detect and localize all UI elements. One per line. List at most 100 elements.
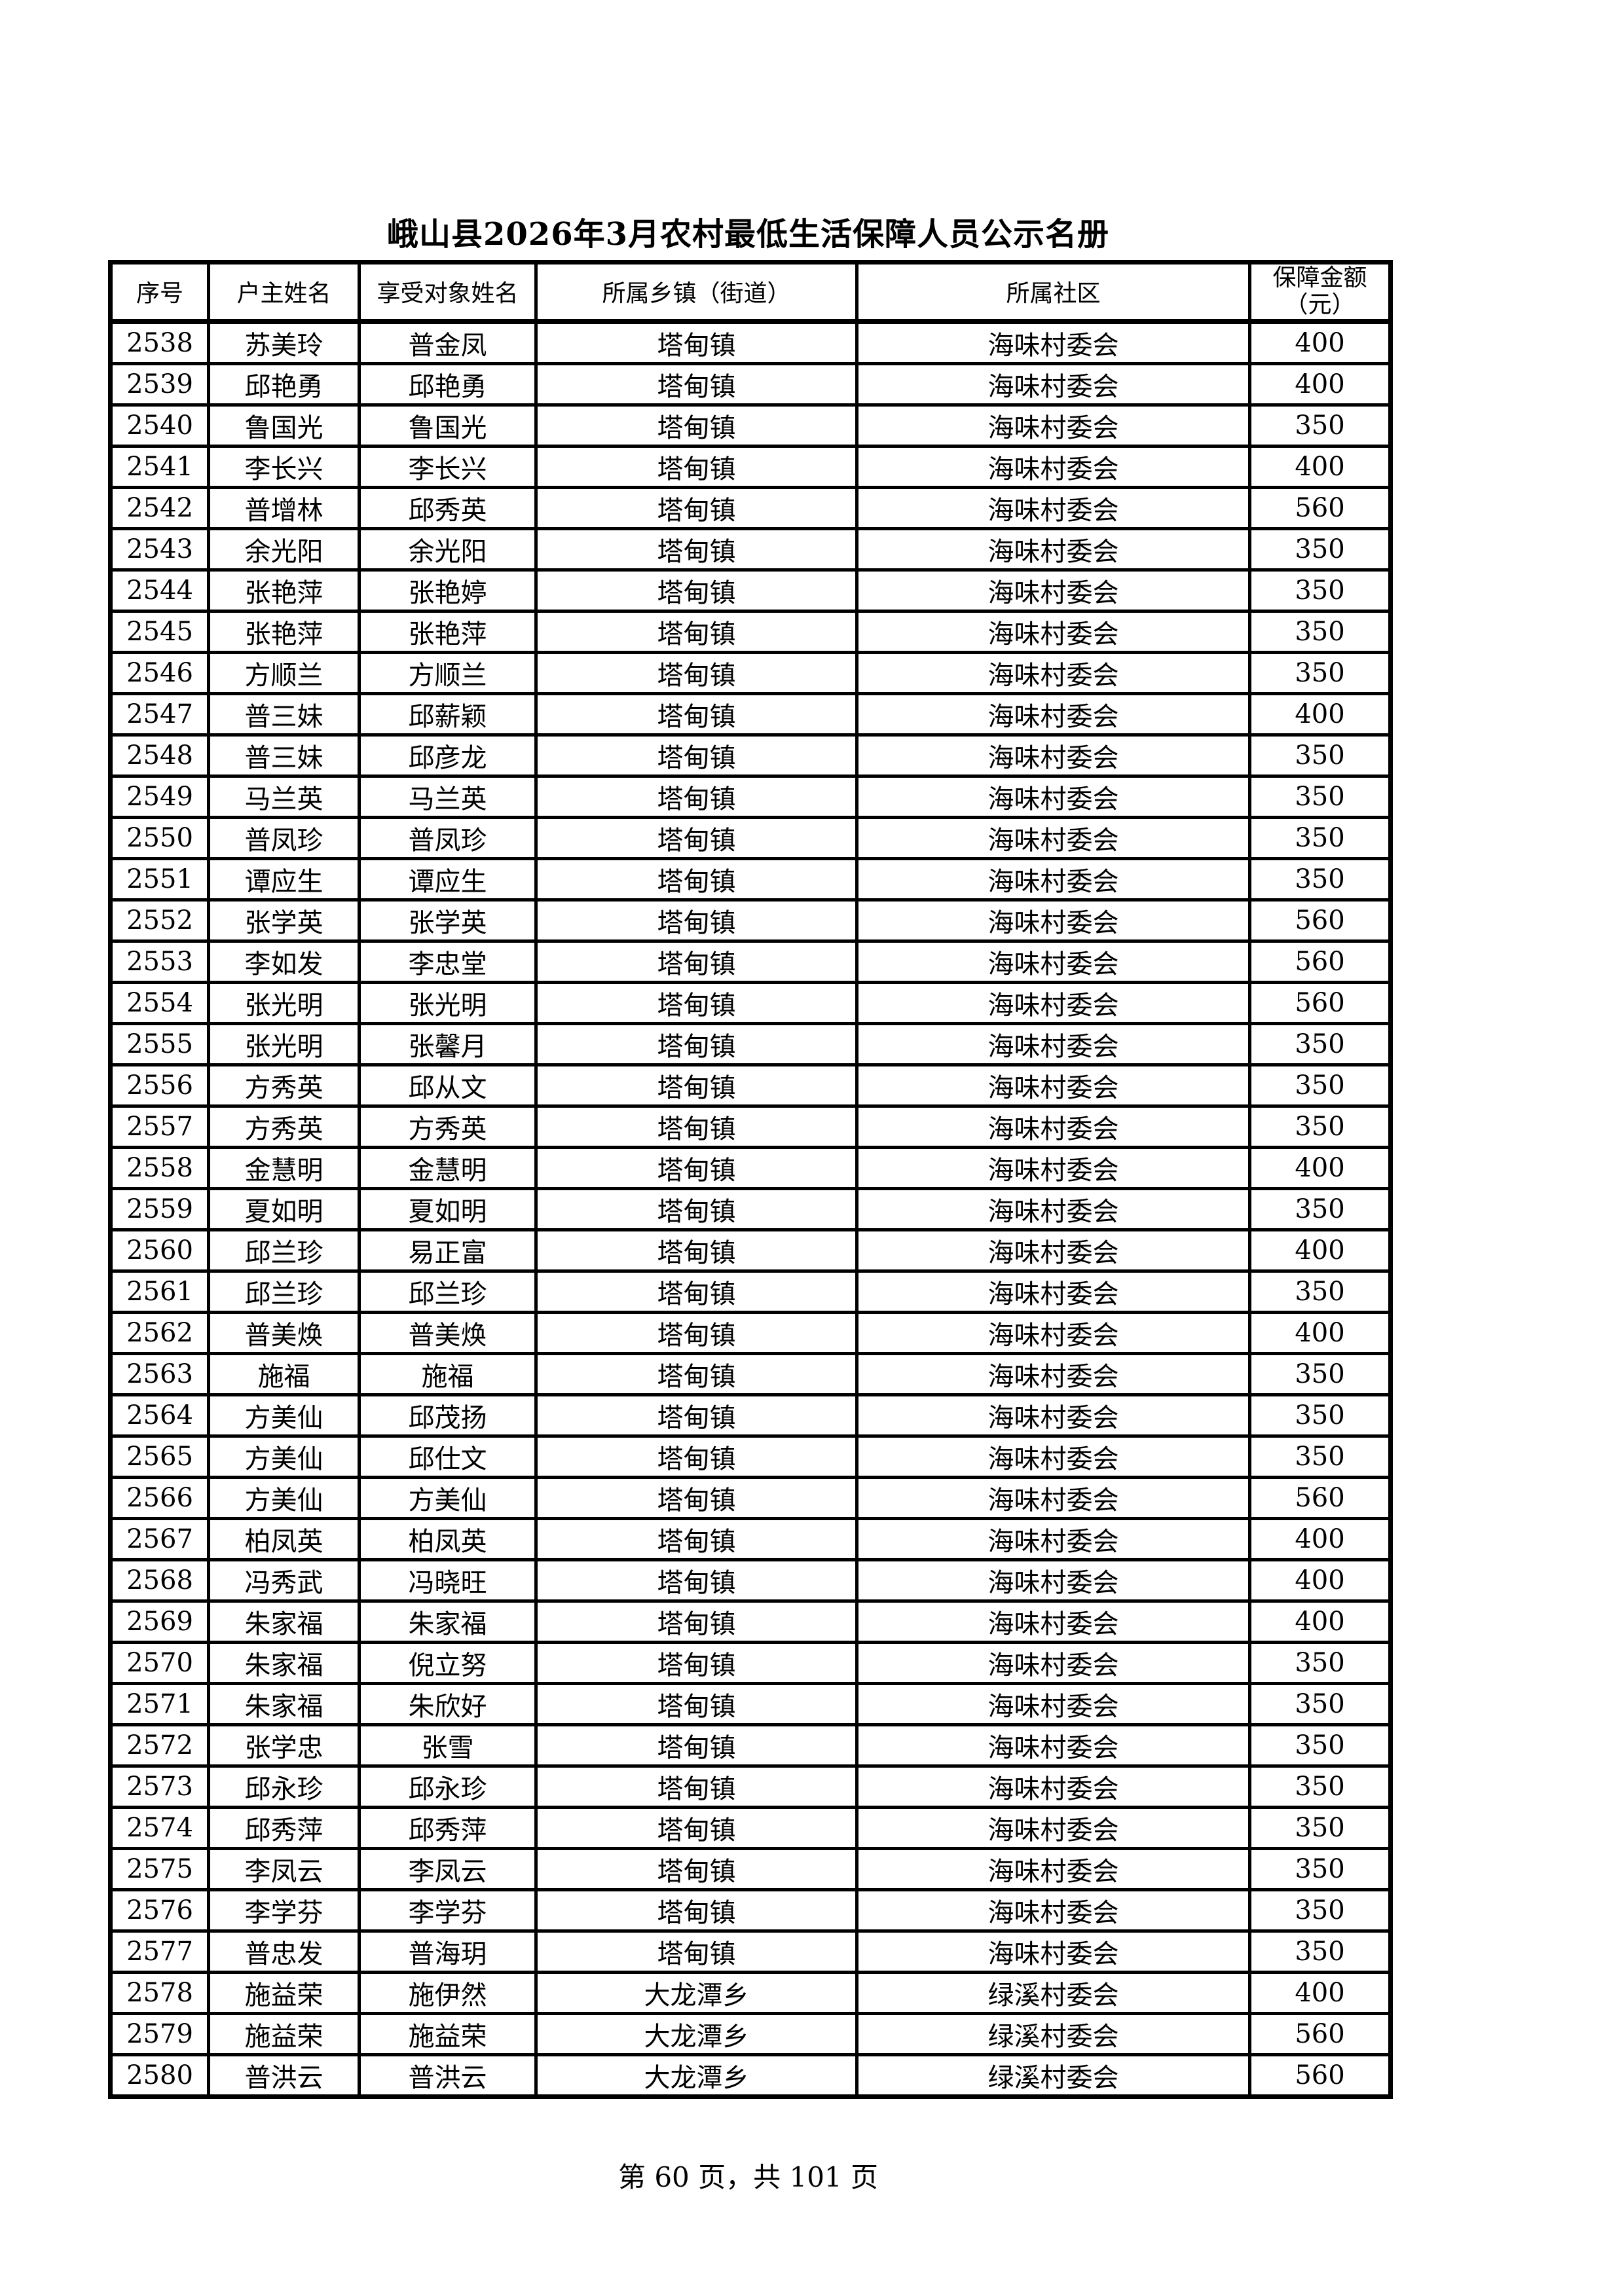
cell-community: 海味村委会	[855, 1929, 1251, 1974]
cell-amount: 350	[1248, 1393, 1392, 1438]
cell-beneficiary-name: 邱从文	[358, 1063, 538, 1108]
cell-community: 海味村委会	[855, 1846, 1251, 1891]
cell-township: 塔甸镇	[534, 1145, 858, 1190]
table-row: 2577 普忠发 普海玥 塔甸镇 海味村委会 350	[109, 1929, 1392, 1974]
table-row: 2539 邱艳勇 邱艳勇 塔甸镇 海味村委会 400	[109, 361, 1392, 407]
table-row: 2564 方美仙 邱茂扬 塔甸镇 海味村委会 350	[109, 1393, 1392, 1438]
table-row: 2550 普凤珍 普凤珍 塔甸镇 海味村委会 350	[109, 815, 1392, 860]
cell-beneficiary-name: 施福	[358, 1351, 538, 1396]
cell-community: 海味村委会	[855, 650, 1251, 695]
cell-serial: 2568	[109, 1558, 210, 1603]
cell-head-name: 方美仙	[207, 1434, 361, 1479]
cell-head-name: 张艳萍	[207, 568, 361, 613]
cell-community: 海味村委会	[855, 1351, 1251, 1396]
cell-amount: 400	[1248, 691, 1392, 737]
table-row: 2547 普三妹 邱薪颖 塔甸镇 海味村委会 400	[109, 691, 1392, 737]
cell-township: 塔甸镇	[534, 1310, 858, 1355]
cell-serial: 2566	[109, 1475, 210, 1520]
cell-head-name: 邱兰珍	[207, 1269, 361, 1314]
cell-head-name: 李学芬	[207, 1887, 361, 1933]
cell-township: 塔甸镇	[534, 939, 858, 984]
table-row: 2565 方美仙 邱仕文 塔甸镇 海味村委会 350	[109, 1434, 1392, 1479]
cell-head-name: 施福	[207, 1351, 361, 1396]
cell-community: 海味村委会	[855, 856, 1251, 902]
cell-community: 海味村委会	[855, 774, 1251, 819]
cell-township: 塔甸镇	[534, 898, 858, 943]
cell-community: 海味村委会	[855, 361, 1251, 407]
table-row: 2544 张艳萍 张艳婷 塔甸镇 海味村委会 350	[109, 568, 1392, 613]
cell-amount: 350	[1248, 609, 1392, 654]
cell-amount: 350	[1248, 1186, 1392, 1231]
cell-serial: 2547	[109, 691, 210, 737]
cell-community: 海味村委会	[855, 485, 1251, 530]
cell-community: 海味村委会	[855, 815, 1251, 860]
cell-amount: 400	[1248, 361, 1392, 407]
cell-head-name: 李长兴	[207, 444, 361, 489]
cell-serial: 2571	[109, 1681, 210, 1726]
table-row: 2541 李长兴 李长兴 塔甸镇 海味村委会 400	[109, 444, 1392, 489]
table-row: 2549 马兰英 马兰英 塔甸镇 海味村委会 350	[109, 774, 1392, 819]
cell-township: 塔甸镇	[534, 856, 858, 902]
cell-amount: 350	[1248, 774, 1392, 819]
cell-community: 海味村委会	[855, 1516, 1251, 1561]
cell-beneficiary-name: 邱艳勇	[358, 361, 538, 407]
table-row: 2563 施福 施福 塔甸镇 海味村委会 350	[109, 1351, 1392, 1396]
cell-head-name: 苏美玲	[207, 319, 361, 365]
cell-township: 塔甸镇	[534, 1104, 858, 1149]
cell-township: 塔甸镇	[534, 1516, 858, 1561]
cell-community: 海味村委会	[855, 1599, 1251, 1644]
table-row: 2540 鲁国光 鲁国光 塔甸镇 海味村委会 350	[109, 403, 1392, 448]
cell-head-name: 方秀英	[207, 1104, 361, 1149]
cell-township: 塔甸镇	[534, 1640, 858, 1685]
cell-beneficiary-name: 马兰英	[358, 774, 538, 819]
cell-serial: 2576	[109, 1887, 210, 1933]
cell-head-name: 李如发	[207, 939, 361, 984]
table-row: 2552 张学英 张学英 塔甸镇 海味村委会 560	[109, 898, 1392, 943]
cell-community: 绿溪村委会	[855, 1970, 1251, 2015]
cell-serial: 2552	[109, 898, 210, 943]
cell-head-name: 朱家福	[207, 1599, 361, 1644]
cell-head-name: 鲁国光	[207, 403, 361, 448]
table-row: 2555 张光明 张馨月 塔甸镇 海味村委会 350	[109, 1021, 1392, 1066]
table-row: 2568 冯秀武 冯晓旺 塔甸镇 海味村委会 400	[109, 1558, 1392, 1603]
cell-beneficiary-name: 鲁国光	[358, 403, 538, 448]
cell-serial: 2578	[109, 1970, 210, 2015]
cell-township: 塔甸镇	[534, 1805, 858, 1850]
cell-serial: 2573	[109, 1764, 210, 1809]
cell-amount: 350	[1248, 815, 1392, 860]
cell-community: 海味村委会	[855, 1063, 1251, 1108]
table-row: 2553 李如发 李忠堂 塔甸镇 海味村委会 560	[109, 939, 1392, 984]
table-row: 2545 张艳萍 张艳萍 塔甸镇 海味村委会 350	[109, 609, 1392, 654]
cell-beneficiary-name: 李学芬	[358, 1887, 538, 1933]
cell-head-name: 普三妹	[207, 733, 361, 778]
cell-township: 塔甸镇	[534, 568, 858, 613]
cell-community: 海味村委会	[855, 939, 1251, 984]
cell-township: 塔甸镇	[534, 774, 858, 819]
cell-serial: 2549	[109, 774, 210, 819]
cell-township: 塔甸镇	[534, 1846, 858, 1891]
cell-head-name: 张光明	[207, 980, 361, 1025]
cell-community: 海味村委会	[855, 568, 1251, 613]
cell-beneficiary-name: 邱兰珍	[358, 1269, 538, 1314]
cell-township: 塔甸镇	[534, 1021, 858, 1066]
cell-community: 海味村委会	[855, 1228, 1251, 1273]
cell-community: 海味村委会	[855, 1475, 1251, 1520]
cell-township: 塔甸镇	[534, 1681, 858, 1726]
cell-amount: 560	[1248, 1475, 1392, 1520]
cell-serial: 2580	[109, 2052, 210, 2098]
cell-beneficiary-name: 张雪	[358, 1722, 538, 1768]
table-row: 2561 邱兰珍 邱兰珍 塔甸镇 海味村委会 350	[109, 1269, 1392, 1314]
cell-township: 塔甸镇	[534, 1351, 858, 1396]
cell-beneficiary-name: 柏凤英	[358, 1516, 538, 1561]
cell-serial: 2567	[109, 1516, 210, 1561]
cell-serial: 2539	[109, 361, 210, 407]
cell-beneficiary-name: 普洪云	[358, 2052, 538, 2098]
cell-community: 海味村委会	[855, 609, 1251, 654]
table-row: 2569 朱家福 朱家福 塔甸镇 海味村委会 400	[109, 1599, 1392, 1644]
cell-township: 塔甸镇	[534, 1599, 858, 1644]
cell-serial: 2562	[109, 1310, 210, 1355]
cell-serial: 2554	[109, 980, 210, 1025]
table-row: 2572 张学忠 张雪 塔甸镇 海味村委会 350	[109, 1722, 1392, 1768]
cell-beneficiary-name: 张艳萍	[358, 609, 538, 654]
cell-community: 海味村委会	[855, 1393, 1251, 1438]
